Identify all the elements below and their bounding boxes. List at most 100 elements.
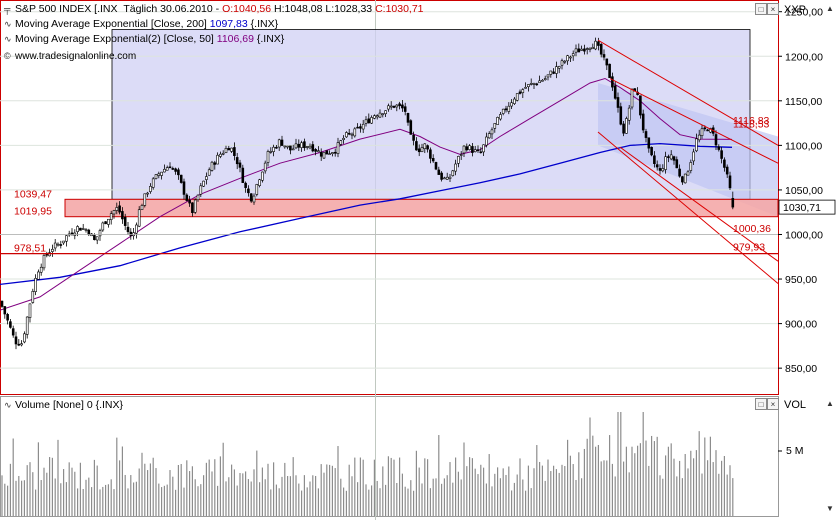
candle-body bbox=[6, 314, 9, 321]
maximize-panel-button[interactable]: □ bbox=[755, 3, 767, 15]
close-panel-button[interactable]: × bbox=[767, 3, 779, 15]
watermark: © www.tradesignalonline.com bbox=[4, 50, 136, 63]
candle-body bbox=[191, 202, 194, 213]
volume-axis-title: VOL bbox=[784, 399, 807, 411]
scroll-up-arrow-icon[interactable]: ▲ bbox=[826, 399, 834, 408]
candle-body bbox=[406, 112, 410, 123]
candle-body bbox=[196, 194, 200, 201]
volume-tick-label: 5 M bbox=[786, 445, 804, 457]
y-tick-label: 1200,00 bbox=[785, 51, 823, 63]
candle-body bbox=[445, 176, 449, 180]
candle-body bbox=[569, 56, 572, 59]
candle-body bbox=[473, 149, 477, 153]
candle-body bbox=[168, 166, 172, 169]
candle-body bbox=[412, 134, 415, 141]
candle-body bbox=[566, 55, 569, 62]
candle-body bbox=[163, 168, 166, 173]
trend-label: 1116,83 bbox=[733, 115, 770, 127]
close-value: C:1030,71 bbox=[375, 3, 424, 15]
scroll-down-arrow-icon[interactable]: ▼ bbox=[826, 504, 834, 513]
candle-body bbox=[59, 244, 63, 246]
candle-body bbox=[62, 240, 65, 244]
trend-channel-line bbox=[619, 146, 779, 262]
candle-body bbox=[115, 207, 119, 211]
trend-channel-line bbox=[597, 39, 779, 146]
candle-body bbox=[263, 162, 267, 172]
candle-body bbox=[409, 120, 413, 135]
candle-body bbox=[420, 147, 424, 152]
candle-body bbox=[56, 243, 60, 246]
candle-body bbox=[157, 173, 161, 176]
candle-body bbox=[384, 110, 387, 115]
candle-body bbox=[552, 71, 555, 74]
candle-body bbox=[42, 255, 46, 269]
scroll-up-arrow-icon[interactable]: ▲ bbox=[826, 4, 834, 13]
candle-body bbox=[496, 117, 499, 125]
candle-body bbox=[510, 102, 513, 107]
watermark-text: www.tradesignalonline.com bbox=[15, 51, 137, 62]
y-tick-label: 950,00 bbox=[785, 274, 817, 286]
high-value: H:1048,08 bbox=[274, 3, 323, 15]
candle-body bbox=[493, 123, 497, 129]
candle-body bbox=[325, 150, 329, 155]
candle-body bbox=[683, 173, 687, 184]
candle-body bbox=[202, 180, 205, 187]
candle-body bbox=[280, 139, 284, 146]
candle-body bbox=[731, 198, 735, 208]
low-value: L:1028,33 bbox=[325, 3, 373, 15]
candle-body bbox=[703, 127, 707, 130]
candle-body bbox=[611, 76, 614, 88]
candle-body bbox=[417, 148, 421, 153]
candle-body bbox=[616, 97, 620, 108]
candle-body bbox=[487, 133, 491, 139]
candle-body bbox=[457, 156, 460, 164]
candle-body bbox=[714, 134, 718, 146]
candle-body bbox=[39, 266, 43, 273]
candle-body bbox=[283, 145, 287, 148]
candle-body bbox=[182, 181, 186, 195]
candle-body bbox=[448, 176, 452, 179]
price-panel-frame bbox=[0, 0, 779, 395]
candle-body bbox=[227, 148, 231, 151]
candle-body bbox=[697, 134, 701, 141]
candle-body bbox=[339, 140, 343, 145]
candle-body bbox=[364, 119, 368, 124]
candle-body bbox=[613, 85, 617, 99]
close-volume-button[interactable]: × bbox=[767, 398, 779, 410]
candle-body bbox=[333, 151, 337, 154]
candle-body bbox=[403, 106, 407, 112]
candle-body bbox=[476, 149, 480, 151]
candle-body bbox=[482, 144, 485, 153]
copyright-icon: © bbox=[4, 51, 11, 61]
candle-body bbox=[655, 164, 659, 168]
candle-body bbox=[692, 151, 695, 162]
candle-body bbox=[311, 144, 315, 152]
candle-body bbox=[661, 168, 665, 172]
candle-body bbox=[160, 171, 163, 176]
candle-body bbox=[247, 188, 250, 194]
last-price-box bbox=[778, 199, 836, 215]
candle-body bbox=[462, 145, 466, 154]
candle-body bbox=[443, 177, 446, 180]
candle-body bbox=[277, 139, 281, 148]
candle-body bbox=[459, 154, 463, 156]
candle-body bbox=[235, 157, 239, 165]
candle-body bbox=[501, 108, 505, 114]
candle-body bbox=[118, 205, 121, 213]
candle-body bbox=[527, 84, 530, 88]
candle-body bbox=[20, 343, 23, 346]
maximize-volume-button[interactable]: □ bbox=[755, 398, 767, 410]
candle-body bbox=[485, 136, 488, 146]
candle-body bbox=[221, 152, 225, 155]
candle-body bbox=[689, 162, 693, 171]
candle-body bbox=[585, 48, 589, 50]
candle-body bbox=[219, 153, 222, 157]
candle-body bbox=[331, 152, 334, 155]
candle-body bbox=[28, 303, 32, 318]
candle-body bbox=[588, 47, 592, 50]
candle-body bbox=[541, 79, 544, 82]
candle-body bbox=[210, 161, 214, 171]
legend-volume: ∿ Volume [None] 0 {.INX} bbox=[4, 399, 123, 412]
candle-body bbox=[675, 159, 679, 169]
candle-body bbox=[17, 343, 21, 346]
